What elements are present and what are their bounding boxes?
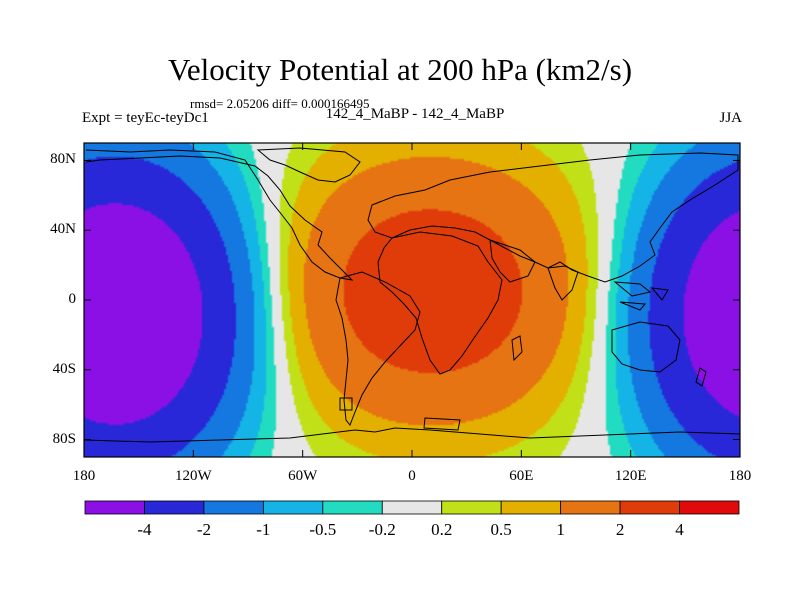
- colorbar-swatch: [679, 500, 740, 515]
- axis-ticks: [83, 143, 741, 457]
- x-tick-label: 120W: [174, 468, 212, 484]
- colorbar-swatch: [84, 500, 145, 515]
- colorbar-level-label: 1: [556, 520, 565, 539]
- coastline-arabia: [489, 239, 536, 283]
- x-tick-label: 60W: [288, 468, 318, 484]
- colorbar-swatch: [262, 500, 324, 515]
- x-tick-label: 180: [72, 468, 96, 484]
- colorbar: [84, 500, 740, 515]
- colorbar-swatch: [441, 500, 502, 515]
- colorbar-level-label: 2: [615, 520, 625, 539]
- stats-line: rmsd= 2.05206 diff= 0.000166495: [190, 96, 370, 111]
- y-tick-label: 40N: [50, 221, 76, 238]
- colorbar-swatch: [619, 500, 680, 515]
- case-label: 142_4_MaBP - 142_4_MaBP: [325, 106, 505, 122]
- coastline-greenland: [256, 147, 361, 183]
- colorbar-level-label: -2: [196, 520, 211, 539]
- experiment-label: Expt = teyEc-teyDc1: [82, 110, 209, 126]
- x-tick-label: 60E: [509, 468, 534, 484]
- x-tick-label: 180: [728, 468, 752, 484]
- coastline-eurasia: [367, 152, 739, 283]
- colorbar-swatch: [500, 500, 562, 515]
- y-tick-label: 80N: [50, 151, 76, 168]
- colorbar-level-label: -1: [256, 520, 271, 539]
- coastline-india: [547, 265, 579, 301]
- coastline-new-zealand: [695, 367, 707, 387]
- coastline-south-america: [335, 271, 421, 426]
- x-tick-label: 120E: [614, 468, 647, 484]
- y-tick-label: 40S: [52, 360, 76, 377]
- colorbar-swatch: [203, 500, 264, 515]
- x-tick-label: 0: [408, 468, 416, 484]
- colorbar-swatch: [381, 500, 443, 515]
- coastline-islands: [339, 397, 461, 431]
- colorbar-level-label: -0.5: [309, 520, 337, 539]
- coastline-madagascar: [511, 335, 523, 362]
- season-label: JJA: [719, 110, 742, 126]
- colorbar-level-label: -4: [137, 520, 152, 539]
- colorbar-level-label: -0.2: [368, 520, 396, 539]
- coastline-maritime-continent: [613, 281, 669, 311]
- colorbar-level-label: 4: [675, 520, 684, 539]
- y-tick-label: 0: [68, 291, 77, 307]
- coastline-antarctica: [84, 427, 740, 443]
- colorbar-swatch: [144, 500, 205, 515]
- y-tick-label: 80S: [52, 430, 76, 447]
- coastline-north-america: [85, 149, 354, 281]
- colorbar-swatch: [560, 500, 621, 515]
- coastlines: [84, 147, 740, 443]
- colorbar-level-label: 0.2: [431, 520, 453, 539]
- chart-title: Velocity Potential at 200 hPa (km2/s): [167, 52, 633, 87]
- coastline-africa: [377, 231, 503, 375]
- colorbar-swatch: [322, 500, 383, 515]
- colorbar-level-label: 0.5: [490, 520, 512, 539]
- coastline-australia: [611, 321, 681, 373]
